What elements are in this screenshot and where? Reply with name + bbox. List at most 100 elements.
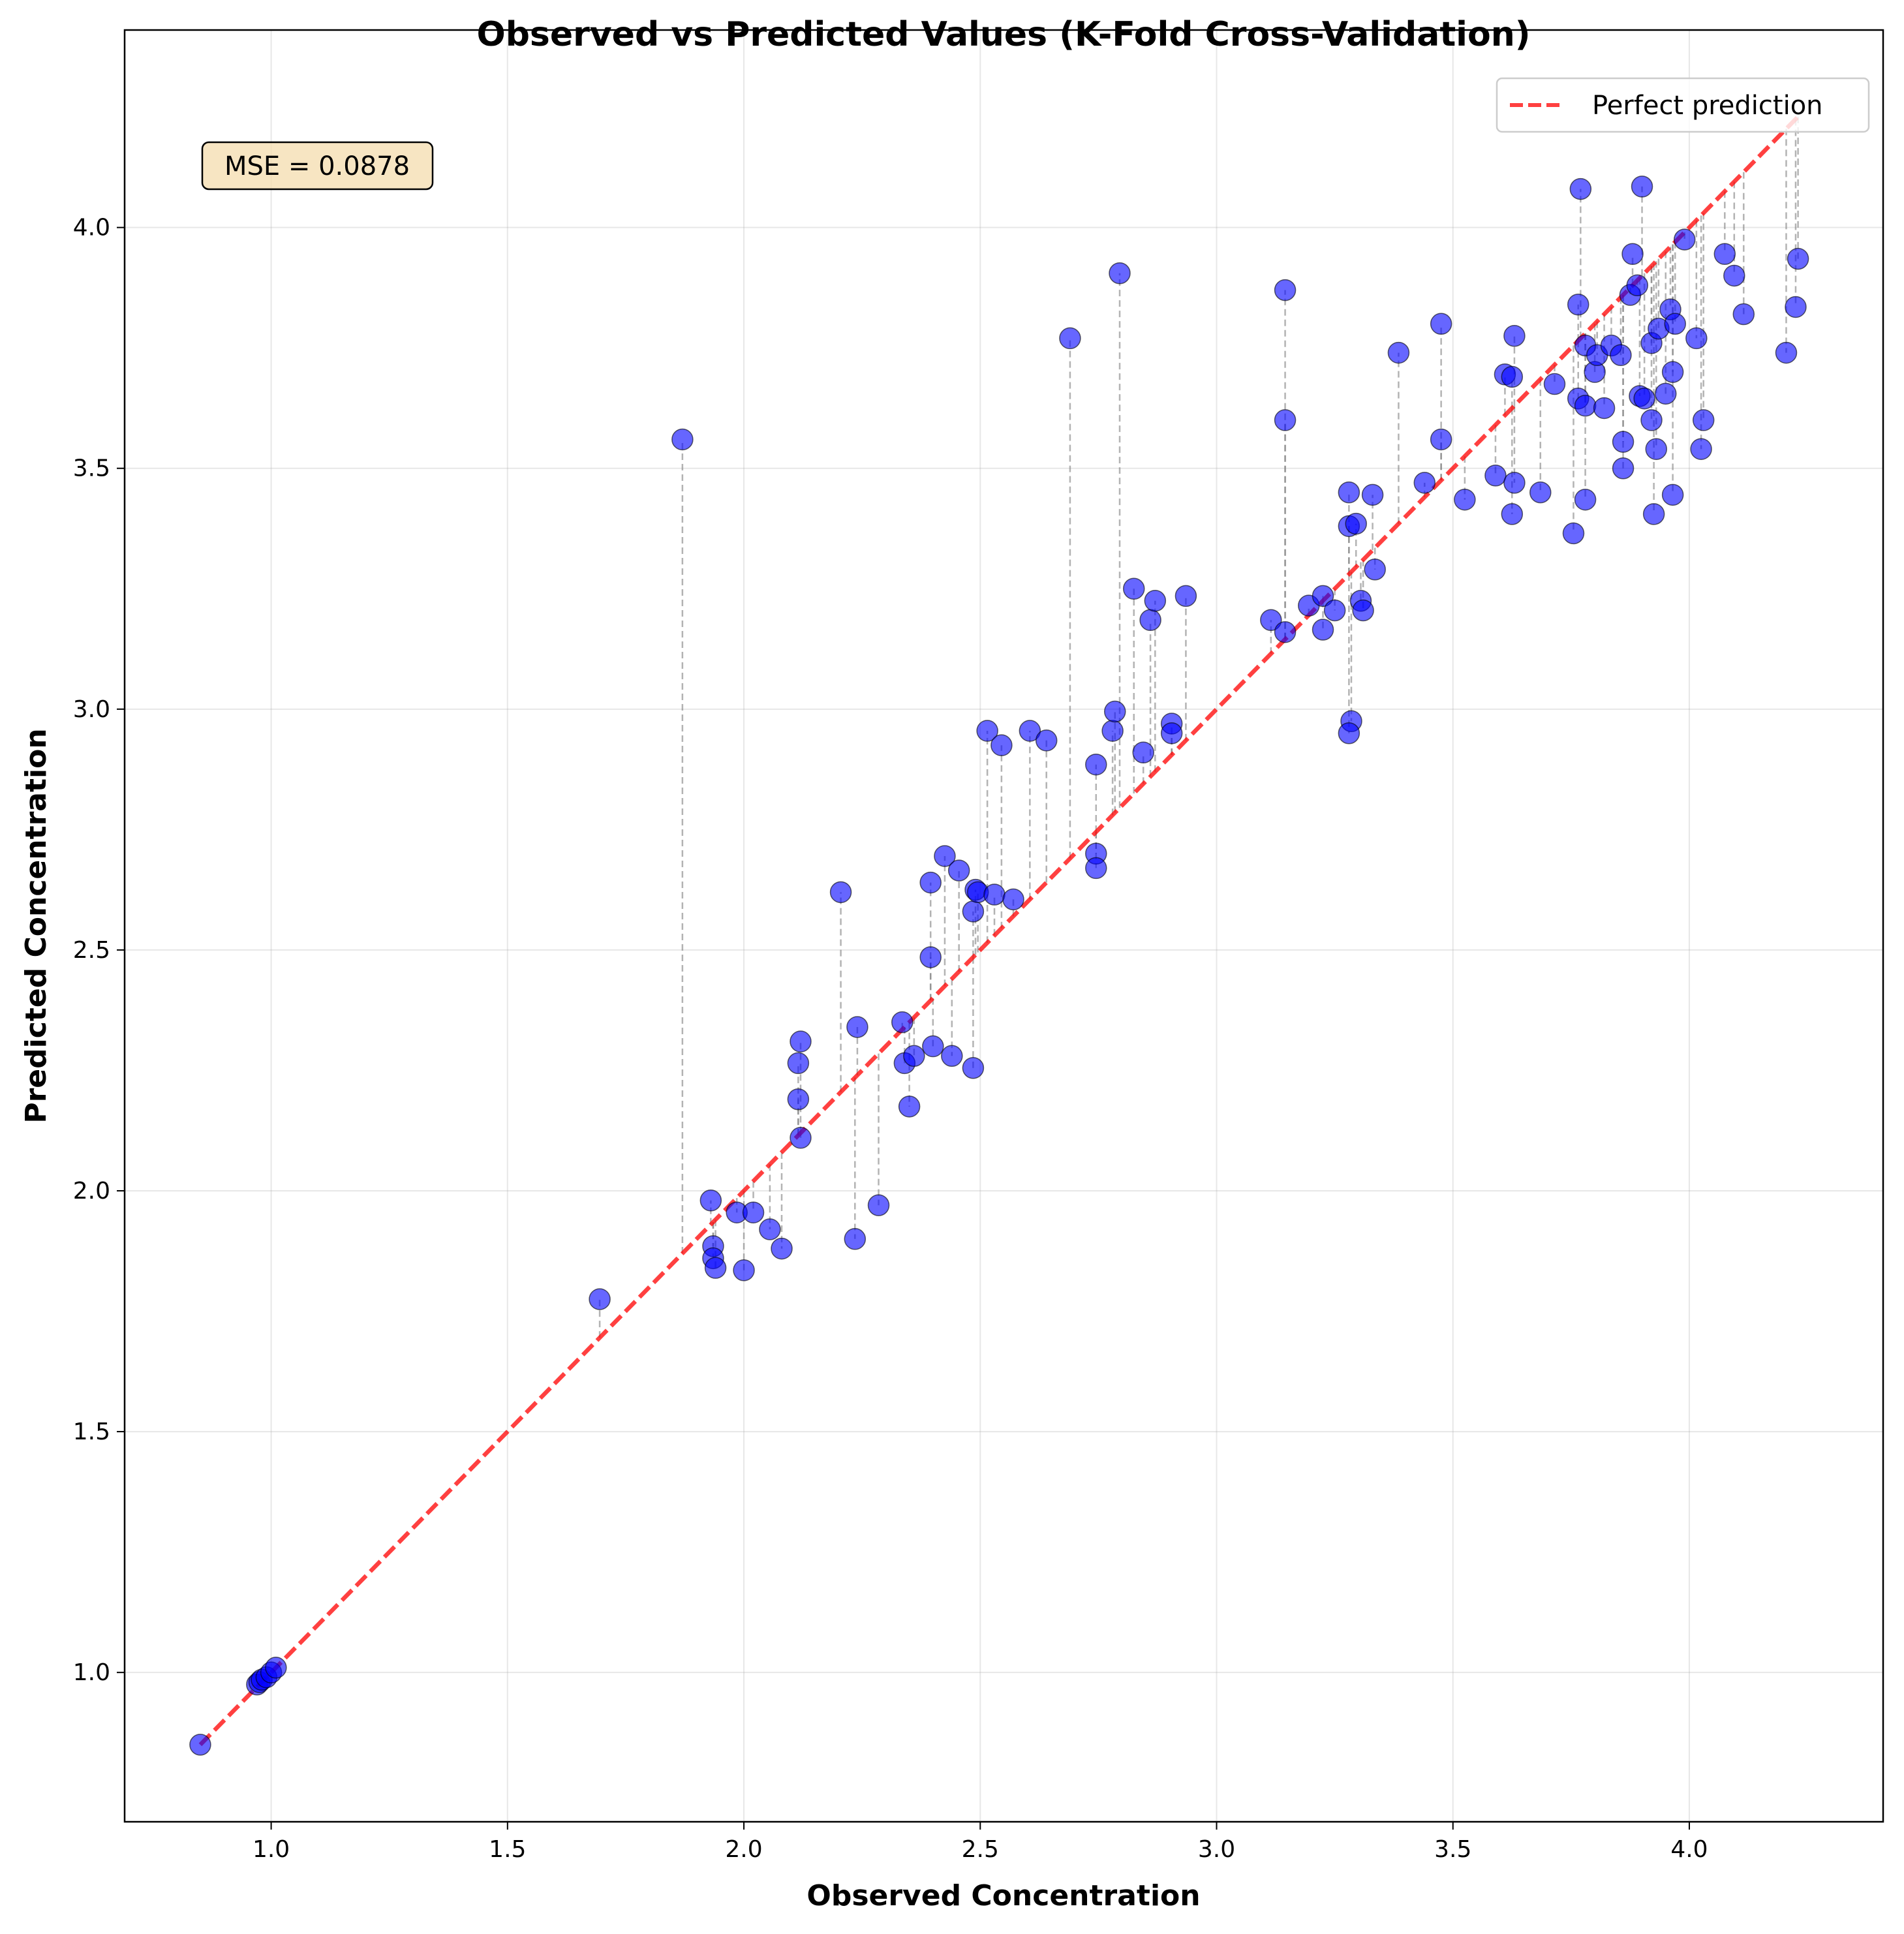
data-point	[1673, 228, 1696, 251]
data-point	[1501, 365, 1524, 388]
data-point	[790, 1127, 812, 1149]
legend-label: Perfect prediction	[1592, 91, 1823, 121]
data-points	[189, 176, 1809, 1756]
data-point	[1713, 243, 1736, 265]
data-point	[1144, 589, 1167, 612]
y-tick-label: 1.5	[73, 1419, 110, 1445]
data-point	[1692, 409, 1715, 431]
data-point	[947, 859, 970, 882]
data-point	[1160, 722, 1183, 744]
data-point	[189, 1734, 211, 1756]
data-point	[1101, 720, 1124, 742]
data-point	[1685, 327, 1708, 350]
chart-title: Observed vs Predicted Values (K-Fold Cro…	[476, 15, 1530, 54]
data-point	[1612, 431, 1635, 453]
data-point	[1785, 296, 1807, 318]
data-point	[1529, 481, 1552, 504]
reference-line-layer	[198, 115, 1800, 1747]
data-point	[1501, 503, 1524, 525]
data-point	[1139, 609, 1161, 632]
x-tick-label: 2.5	[962, 1836, 999, 1863]
data-point	[1132, 741, 1154, 764]
data-point	[1085, 857, 1107, 880]
data-point	[867, 1194, 890, 1216]
data-point	[1002, 888, 1024, 911]
data-point	[733, 1259, 755, 1282]
data-point	[1664, 313, 1686, 335]
data-point	[919, 871, 942, 894]
data-point	[1364, 559, 1386, 581]
y-tick-label: 3.0	[73, 696, 110, 723]
data-point	[1274, 279, 1297, 301]
y-tick-label: 1.0	[73, 1659, 110, 1686]
data-point	[1775, 341, 1798, 364]
data-point	[742, 1201, 765, 1223]
data-point	[1567, 294, 1589, 316]
data-point	[829, 881, 852, 904]
data-point	[1661, 361, 1684, 383]
data-point	[1085, 753, 1107, 776]
data-point	[919, 946, 942, 968]
data-point	[1787, 247, 1809, 270]
data-point	[759, 1218, 781, 1240]
data-point	[1109, 262, 1131, 284]
data-point	[1035, 729, 1058, 752]
data-point	[898, 1096, 921, 1118]
data-point	[787, 1088, 810, 1111]
x-tick-label: 4.0	[1670, 1836, 1708, 1863]
data-point	[976, 720, 998, 742]
legend[interactable]: Perfect prediction	[1496, 77, 1870, 133]
data-point	[1645, 438, 1668, 460]
y-axis-label: Predicted Concentration	[20, 728, 53, 1123]
data-point	[1387, 341, 1410, 364]
data-point	[589, 1288, 611, 1310]
x-tick-label: 3.0	[1198, 1836, 1235, 1863]
data-point	[1413, 472, 1436, 494]
plot-frame	[123, 29, 1884, 1823]
data-point	[1690, 438, 1712, 460]
data-point	[846, 1016, 868, 1038]
data-point	[1503, 472, 1526, 494]
data-point	[1631, 176, 1653, 198]
data-point	[1323, 599, 1346, 622]
data-point	[1640, 409, 1663, 431]
x-tick-label: 1.0	[253, 1836, 290, 1863]
data-point	[903, 1045, 925, 1067]
data-point	[1543, 373, 1566, 395]
legend-box	[1496, 77, 1870, 133]
data-point	[1430, 428, 1452, 451]
x-tick-label: 1.5	[489, 1836, 526, 1863]
data-point	[990, 734, 1013, 756]
data-point	[922, 1035, 944, 1058]
data-point	[699, 1190, 722, 1212]
data-point	[1338, 722, 1360, 744]
data-point	[1593, 397, 1616, 420]
data-point	[934, 845, 956, 867]
data-point	[1361, 484, 1384, 506]
data-point	[787, 1052, 810, 1075]
data-point	[1569, 177, 1592, 200]
data-point	[1312, 585, 1334, 607]
data-point	[1352, 599, 1374, 622]
data-point	[704, 1257, 727, 1279]
data-point	[983, 883, 1006, 906]
data-point	[1484, 465, 1507, 487]
data-point	[1122, 577, 1145, 600]
data-point	[891, 1011, 914, 1034]
y-tick-label: 4.0	[73, 215, 110, 241]
data-point	[1175, 585, 1197, 607]
data-point	[1312, 619, 1334, 641]
data-point	[1562, 522, 1585, 545]
data-point	[1059, 327, 1081, 350]
data-point	[1019, 720, 1041, 742]
y-tick-label: 3.5	[73, 455, 110, 482]
data-point	[1723, 264, 1745, 287]
mse-annotation: MSE = 0.0878	[201, 141, 434, 191]
mse-box	[201, 141, 434, 191]
data-point	[1626, 274, 1649, 296]
data-point	[1654, 382, 1677, 405]
data-point	[941, 1045, 963, 1067]
